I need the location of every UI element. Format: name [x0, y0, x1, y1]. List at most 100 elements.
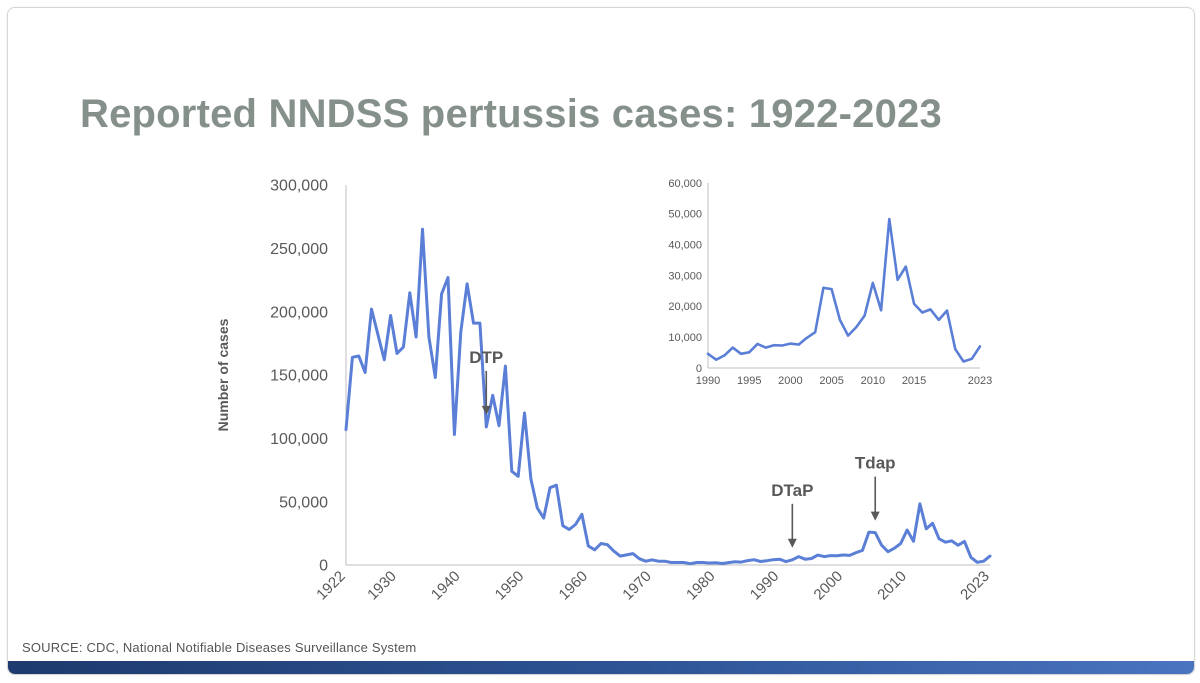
main-data-point: [460, 331, 462, 333]
main-data-point: [740, 561, 742, 563]
inset-y-tick-label: 0: [696, 363, 702, 375]
main-chart: 0 50,000 100,000 150,000 200,000 250,000 300,0…: [215, 178, 993, 604]
main-data-point: [778, 558, 781, 560]
main-data-point: [906, 529, 908, 531]
main-data-point: [963, 540, 966, 543]
main-data-point: [619, 555, 621, 557]
main-data-point: [817, 554, 819, 556]
inset-series-line: [706, 217, 982, 363]
main-data-point: [944, 541, 946, 543]
main-data-point: [632, 553, 634, 555]
main-data-point: [759, 560, 762, 563]
main-data-point: [836, 555, 838, 557]
annotation-dtap: DTaP: [771, 481, 813, 548]
inset-y-tick-label: 40,000: [668, 240, 702, 252]
main-data-point: [549, 487, 551, 489]
main-data-point: [581, 513, 583, 515]
inset-data-point: [954, 348, 956, 350]
inset-data-point: [839, 319, 841, 321]
main-data-point: [428, 336, 430, 338]
main-data-point: [402, 346, 404, 348]
main-data-point: [791, 559, 793, 561]
inset-x-tick-label: 2010: [861, 375, 885, 387]
inset-x-tick-label: 1995: [737, 375, 761, 387]
inset-data-point: [822, 287, 824, 289]
main-x-tick-label: 2023: [957, 568, 993, 604]
main-data-point: [409, 292, 411, 294]
main-data-point: [441, 293, 443, 295]
inset-data-point: [715, 359, 717, 361]
main-data-point: [810, 557, 813, 560]
inset-data-point: [921, 311, 923, 314]
main-data-point: [370, 308, 373, 310]
main-y-tick-label: 100,000: [270, 431, 328, 448]
main-data-point: [453, 433, 455, 436]
inset-data-point: [905, 265, 907, 268]
annotation-tdap: Tdap: [855, 454, 896, 521]
main-data-point: [734, 561, 736, 563]
main-data-point: [938, 538, 940, 540]
main-data-point: [747, 559, 749, 562]
inset-data-point: [896, 279, 899, 281]
inset-data-point: [781, 344, 783, 347]
main-data-point: [530, 478, 532, 480]
main-data-point: [881, 544, 883, 546]
main-y-tick-label: 0: [319, 558, 328, 575]
main-data-point: [594, 549, 596, 551]
inset-data-point: [756, 343, 759, 345]
main-data-point: [587, 545, 589, 547]
main-data-point: [613, 550, 615, 552]
main-data-point: [849, 554, 851, 556]
inset-x-tick-label: 1990: [696, 375, 720, 387]
inset-x-tick-label: 2005: [819, 375, 843, 387]
main-data-point: [600, 542, 602, 545]
main-data-point: [638, 558, 640, 560]
inset-data-point: [748, 351, 750, 353]
main-data-point: [804, 558, 806, 560]
main-data-point: [645, 560, 647, 562]
main-x-tick-label: 1930: [364, 568, 400, 604]
main-data-point: [868, 531, 870, 533]
inset-data-point: [938, 319, 940, 321]
inset-data-point: [814, 331, 816, 333]
inset-y-tick-label: 20,000: [668, 301, 702, 313]
inset-chart: 0 10,000 20,000 30,000 40,000 50,000 60,000 199…: [668, 178, 992, 387]
inset-data-point: [864, 314, 866, 317]
inset-data-point: [971, 358, 973, 360]
main-data-point: [676, 561, 679, 564]
main-data-point: [543, 517, 545, 519]
main-data-point: [492, 394, 494, 396]
main-data-point: [415, 336, 417, 338]
main-data-point: [951, 540, 953, 542]
inset-y-tick-label: 30,000: [668, 270, 702, 282]
main-data-point: [472, 322, 475, 324]
main-data-point: [772, 559, 774, 561]
main-data-point: [657, 560, 660, 562]
inset-data-point: [946, 310, 948, 312]
slide-title: Reported NNDSS pertussis cases: 1922-202…: [80, 92, 942, 136]
inset-data-point: [880, 309, 882, 311]
main-data-point: [785, 560, 787, 563]
inset-data-point: [872, 282, 874, 284]
main-data-point: [766, 560, 768, 562]
main-series-line: [344, 227, 992, 566]
main-data-point: [485, 426, 487, 428]
inset-x-tick-label: 2015: [902, 375, 926, 387]
main-data-point: [900, 542, 902, 545]
main-data-point: [536, 507, 538, 509]
inset-data-point: [707, 353, 709, 355]
inset-x-tick-label: 2023: [968, 375, 992, 387]
main-data-point: [421, 228, 424, 230]
main-data-point: [957, 544, 959, 546]
inset-data-point: [888, 218, 890, 220]
inset-data-point: [765, 347, 767, 349]
main-x-tick-label: 1980: [683, 568, 719, 604]
annotation-arrow-head: [870, 511, 880, 521]
main-data-point: [842, 554, 844, 556]
inset-y-tick-label: 10,000: [668, 332, 702, 344]
main-y-tick-label: 250,000: [270, 241, 328, 258]
main-data-point: [511, 470, 513, 472]
main-data-point: [517, 475, 519, 477]
main-data-point: [364, 371, 366, 374]
bottom-accent-bar: [8, 661, 1194, 674]
